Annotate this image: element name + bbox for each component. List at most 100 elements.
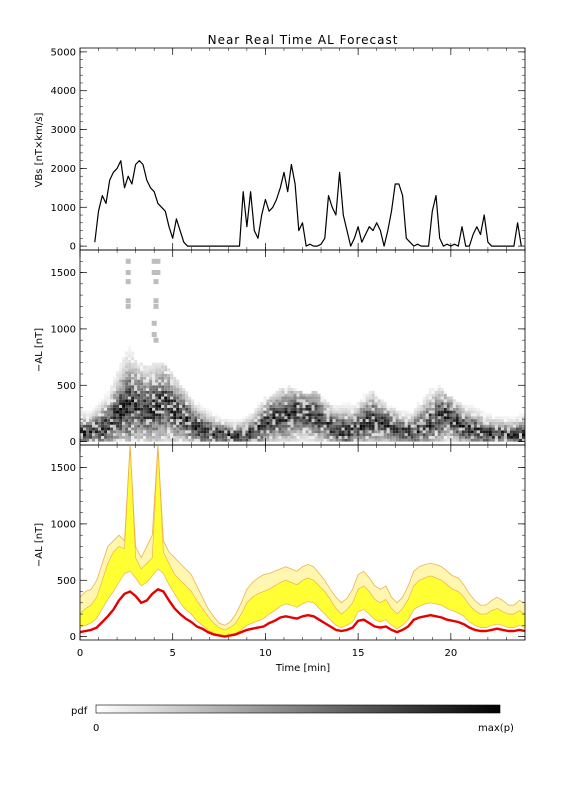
pdf-cell bbox=[167, 413, 171, 417]
pdf-cell bbox=[407, 413, 411, 417]
pdf-cell bbox=[134, 438, 138, 442]
pdf-cell bbox=[158, 388, 162, 391]
pdf-cell bbox=[212, 421, 216, 425]
pdf-cell bbox=[122, 407, 126, 411]
pdf-cell bbox=[509, 438, 513, 442]
pdf-cell bbox=[410, 416, 414, 420]
pdf-cell bbox=[416, 430, 420, 434]
pdf-cell bbox=[185, 404, 189, 408]
pdf-cell bbox=[107, 413, 111, 417]
pdf-cell bbox=[386, 404, 390, 408]
pdf-cell bbox=[164, 362, 168, 366]
pdf-cell bbox=[419, 416, 423, 420]
pdf-cell bbox=[143, 390, 147, 394]
pdf-cell bbox=[413, 419, 417, 422]
pdf-cell bbox=[146, 368, 150, 372]
pdf-cell bbox=[215, 421, 219, 425]
pdf-cell bbox=[506, 424, 510, 428]
pdf-cell bbox=[218, 416, 222, 420]
pdf-cell bbox=[128, 348, 132, 352]
pdf-cell bbox=[350, 424, 354, 428]
pdf-cell bbox=[164, 368, 168, 372]
pdf-cell bbox=[278, 404, 282, 408]
pdf-cell bbox=[191, 410, 195, 414]
pdf-cell bbox=[383, 435, 387, 439]
band-upper-line bbox=[79, 444, 526, 631]
pdf-cell bbox=[299, 399, 303, 403]
pdf-cell bbox=[383, 430, 387, 434]
pdf-cell bbox=[167, 388, 171, 391]
pdf-cell bbox=[275, 396, 279, 400]
pdf-cell bbox=[170, 404, 174, 408]
pdf-cell bbox=[365, 433, 369, 436]
pdf-cell bbox=[149, 416, 153, 420]
pdf-cell bbox=[164, 373, 168, 377]
pdf-cell bbox=[236, 419, 240, 422]
pdf-cell bbox=[473, 410, 477, 414]
pdf-cell bbox=[509, 427, 513, 431]
pdf-cell bbox=[455, 404, 459, 408]
pdf-cell bbox=[320, 402, 324, 405]
panel-forecast-xlabel: Time [min] bbox=[275, 663, 330, 674]
pdf-cell bbox=[149, 373, 153, 377]
pdf-cell bbox=[272, 430, 276, 434]
pdf-cell bbox=[179, 424, 183, 428]
pdf-cell bbox=[404, 413, 408, 417]
pdf-cell bbox=[395, 424, 399, 428]
pdf-cell bbox=[434, 433, 438, 436]
pdf-cell bbox=[155, 419, 159, 422]
pdf-cell bbox=[128, 407, 132, 411]
pdf-cell bbox=[161, 399, 165, 403]
pdf-cell bbox=[122, 435, 126, 439]
pdf-cell bbox=[389, 407, 393, 411]
pdf-cell bbox=[101, 424, 105, 428]
pdf-cell bbox=[290, 404, 294, 408]
pdf-cell bbox=[371, 402, 375, 405]
pdf-cell bbox=[146, 382, 150, 386]
pdf-cell bbox=[140, 368, 144, 372]
pdf-cell bbox=[266, 410, 270, 414]
pdf-cell bbox=[119, 433, 123, 436]
pdf-cell bbox=[446, 433, 450, 436]
pdf-cell bbox=[362, 407, 366, 411]
pdf-cell bbox=[92, 435, 96, 439]
pdf-cell bbox=[347, 435, 351, 439]
pdf-cell bbox=[494, 424, 498, 428]
y-tick-label: 500 bbox=[57, 381, 76, 392]
pdf-cell bbox=[98, 407, 102, 411]
pdf-cell bbox=[422, 435, 426, 439]
pdf-cell bbox=[110, 419, 114, 422]
pdf-cell bbox=[512, 416, 516, 420]
pdf-cell bbox=[434, 388, 438, 391]
pdf-cell bbox=[269, 435, 273, 439]
pdf-cell bbox=[161, 368, 165, 372]
pdf-cell bbox=[131, 376, 135, 380]
pdf-cell bbox=[173, 404, 177, 408]
pdf-cell bbox=[461, 438, 465, 442]
pdf-cell bbox=[446, 421, 450, 425]
pdf-cell bbox=[233, 435, 237, 439]
pdf-cell bbox=[413, 407, 417, 411]
pdf-cell bbox=[470, 438, 474, 442]
pdf-cell bbox=[368, 416, 372, 420]
pdf-cell bbox=[521, 427, 525, 431]
pdf-cell bbox=[161, 407, 165, 411]
pdf-cell bbox=[101, 419, 105, 422]
pdf-cell bbox=[428, 399, 432, 403]
pdf-cell bbox=[212, 419, 216, 422]
pdf-cell bbox=[179, 435, 183, 439]
pdf-cell bbox=[449, 435, 453, 439]
pdf-cell bbox=[248, 419, 252, 422]
pdf-cell bbox=[206, 413, 210, 417]
pdf-cell bbox=[119, 410, 123, 414]
pdf-cell bbox=[428, 404, 432, 408]
pdf-cell bbox=[332, 416, 336, 420]
pdf-cell bbox=[350, 404, 354, 408]
pdf-cell bbox=[164, 435, 168, 439]
y-tick-label: 1000 bbox=[51, 203, 76, 214]
pdf-cell bbox=[488, 438, 492, 442]
pdf-cell bbox=[344, 438, 348, 442]
pdf-cell bbox=[368, 430, 372, 434]
pdf-cell bbox=[248, 433, 252, 436]
